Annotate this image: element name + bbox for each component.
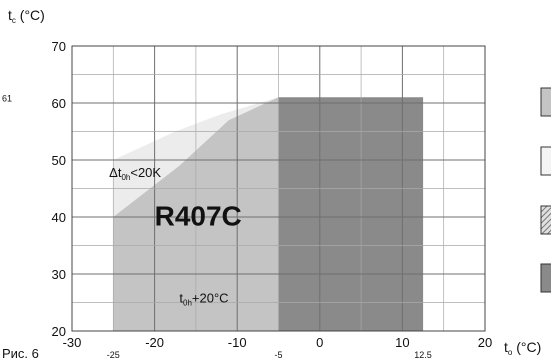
x-tick-label: -30 bbox=[63, 335, 82, 350]
legend-swatch-light bbox=[540, 87, 551, 117]
annotation-superheat: Δt0h<20K bbox=[109, 165, 161, 182]
x-tick-label: -10 bbox=[228, 335, 247, 350]
x-tick-label: 10 bbox=[395, 335, 409, 350]
y-tick-label: 30 bbox=[52, 267, 66, 282]
x-tick-label: 20 bbox=[478, 335, 492, 350]
figure-caption: Рис. 6 bbox=[2, 346, 39, 361]
chart-grid bbox=[71, 45, 486, 332]
annotation-suction-temp: t0h+20°C bbox=[179, 291, 228, 308]
x-tick-label: -20 bbox=[145, 335, 164, 350]
y-axis-title: tc (°C) bbox=[8, 7, 45, 25]
x-extra-tick-label: 12.5 bbox=[414, 350, 432, 360]
chart-labels: tc (°C) to (°C) Δt0h<20K t0h+20°C R407C bbox=[8, 7, 541, 357]
legend-swatch-white bbox=[540, 146, 551, 176]
chart-tick-labels: 20 30 40 50 60 70 61 -30 -20 -10 0 10 20 -25 -5 12.5 bbox=[2, 39, 492, 360]
standard-zone bbox=[278, 97, 424, 331]
y-tick-label: 70 bbox=[52, 39, 66, 54]
legend-swatch-dark bbox=[540, 263, 551, 293]
plot-frame bbox=[71, 45, 486, 332]
legend bbox=[540, 87, 551, 293]
x-extra-tick-label: -25 bbox=[107, 350, 120, 360]
y-tick-label: 20 bbox=[52, 324, 66, 339]
x-extra-tick-label: -5 bbox=[274, 350, 282, 360]
y-tick-label: 50 bbox=[52, 153, 66, 168]
y-tick-label: 40 bbox=[52, 210, 66, 225]
chart-axes bbox=[71, 45, 486, 332]
x-tick-label: 0 bbox=[316, 335, 323, 350]
y-tick-label: 60 bbox=[52, 96, 66, 111]
legend-swatch-hatched bbox=[540, 205, 551, 235]
x-axis-title: to (°C) bbox=[504, 339, 541, 357]
refrigerant-label: R407C bbox=[155, 201, 242, 232]
y-extra-tick-label: 61 bbox=[2, 93, 12, 103]
